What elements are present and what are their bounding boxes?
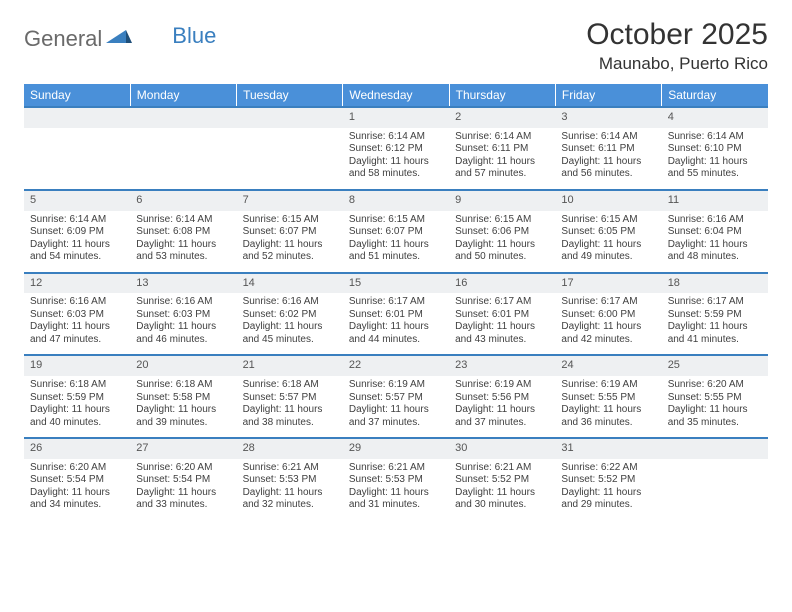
day-number-cell: 18 [662,273,768,294]
day-detail-cell: Sunrise: 6:16 AMSunset: 6:02 PMDaylight:… [237,293,343,355]
day-detail-cell: Sunrise: 6:15 AMSunset: 6:06 PMDaylight:… [449,211,555,273]
day-detail-cell: Sunrise: 6:15 AMSunset: 6:07 PMDaylight:… [237,211,343,273]
daynum-row: 262728293031 [24,438,768,459]
day-detail-cell: Sunrise: 6:14 AMSunset: 6:12 PMDaylight:… [343,128,449,190]
day-header: Sunday [24,84,130,107]
day-detail-cell [662,459,768,521]
day-number-cell: 24 [555,355,661,376]
daynum-row: 1234 [24,107,768,128]
day-detail-cell: Sunrise: 6:20 AMSunset: 5:55 PMDaylight:… [662,376,768,438]
day-header: Tuesday [237,84,343,107]
day-header: Monday [130,84,236,107]
day-number-cell: 30 [449,438,555,459]
day-number-cell: 8 [343,190,449,211]
day-detail-cell: Sunrise: 6:16 AMSunset: 6:04 PMDaylight:… [662,211,768,273]
day-number-cell: 22 [343,355,449,376]
day-number-cell: 5 [24,190,130,211]
day-number-cell: 28 [237,438,343,459]
day-detail-cell: Sunrise: 6:14 AMSunset: 6:11 PMDaylight:… [555,128,661,190]
detail-row: Sunrise: 6:20 AMSunset: 5:54 PMDaylight:… [24,459,768,521]
logo-text-2: Blue [172,23,216,49]
daynum-row: 567891011 [24,190,768,211]
logo-icon [106,26,132,52]
day-number-cell [24,107,130,128]
day-header: Saturday [662,84,768,107]
day-number-cell: 15 [343,273,449,294]
day-header: Thursday [449,84,555,107]
day-number-cell [237,107,343,128]
day-detail-cell: Sunrise: 6:15 AMSunset: 6:07 PMDaylight:… [343,211,449,273]
day-number-cell: 27 [130,438,236,459]
day-number-cell: 3 [555,107,661,128]
day-number-cell: 6 [130,190,236,211]
day-header-row: Sunday Monday Tuesday Wednesday Thursday… [24,84,768,107]
day-detail-cell [24,128,130,190]
day-detail-cell: Sunrise: 6:14 AMSunset: 6:08 PMDaylight:… [130,211,236,273]
location: Maunabo, Puerto Rico [586,54,768,74]
day-number-cell [130,107,236,128]
detail-row: Sunrise: 6:16 AMSunset: 6:03 PMDaylight:… [24,293,768,355]
daynum-row: 12131415161718 [24,273,768,294]
day-number-cell: 19 [24,355,130,376]
title-block: October 2025 Maunabo, Puerto Rico [586,18,768,74]
day-header: Wednesday [343,84,449,107]
day-detail-cell: Sunrise: 6:14 AMSunset: 6:11 PMDaylight:… [449,128,555,190]
day-number-cell: 26 [24,438,130,459]
day-detail-cell: Sunrise: 6:20 AMSunset: 5:54 PMDaylight:… [130,459,236,521]
daynum-row: 19202122232425 [24,355,768,376]
day-number-cell: 2 [449,107,555,128]
day-detail-cell: Sunrise: 6:19 AMSunset: 5:55 PMDaylight:… [555,376,661,438]
day-number-cell: 9 [449,190,555,211]
day-number-cell: 10 [555,190,661,211]
day-number-cell: 20 [130,355,236,376]
month-title: October 2025 [586,18,768,52]
day-detail-cell: Sunrise: 6:14 AMSunset: 6:10 PMDaylight:… [662,128,768,190]
day-detail-cell: Sunrise: 6:17 AMSunset: 6:01 PMDaylight:… [449,293,555,355]
day-detail-cell: Sunrise: 6:14 AMSunset: 6:09 PMDaylight:… [24,211,130,273]
day-number-cell: 11 [662,190,768,211]
day-number-cell: 13 [130,273,236,294]
logo-text-1: General [24,26,102,52]
day-detail-cell: Sunrise: 6:16 AMSunset: 6:03 PMDaylight:… [130,293,236,355]
day-number-cell: 1 [343,107,449,128]
header: General Blue October 2025 Maunabo, Puert… [24,18,768,74]
day-number-cell: 25 [662,355,768,376]
logo: General Blue [24,18,216,52]
day-number-cell: 12 [24,273,130,294]
day-header: Friday [555,84,661,107]
day-number-cell: 16 [449,273,555,294]
day-detail-cell: Sunrise: 6:18 AMSunset: 5:59 PMDaylight:… [24,376,130,438]
day-number-cell: 29 [343,438,449,459]
calendar-body: 1234Sunrise: 6:14 AMSunset: 6:12 PMDayli… [24,107,768,521]
day-detail-cell: Sunrise: 6:19 AMSunset: 5:57 PMDaylight:… [343,376,449,438]
day-detail-cell: Sunrise: 6:22 AMSunset: 5:52 PMDaylight:… [555,459,661,521]
day-detail-cell: Sunrise: 6:21 AMSunset: 5:52 PMDaylight:… [449,459,555,521]
day-number-cell: 4 [662,107,768,128]
day-number-cell: 21 [237,355,343,376]
day-number-cell: 14 [237,273,343,294]
day-detail-cell: Sunrise: 6:16 AMSunset: 6:03 PMDaylight:… [24,293,130,355]
day-detail-cell [130,128,236,190]
day-detail-cell: Sunrise: 6:21 AMSunset: 5:53 PMDaylight:… [343,459,449,521]
day-detail-cell: Sunrise: 6:19 AMSunset: 5:56 PMDaylight:… [449,376,555,438]
day-detail-cell: Sunrise: 6:21 AMSunset: 5:53 PMDaylight:… [237,459,343,521]
detail-row: Sunrise: 6:18 AMSunset: 5:59 PMDaylight:… [24,376,768,438]
day-detail-cell: Sunrise: 6:17 AMSunset: 5:59 PMDaylight:… [662,293,768,355]
day-number-cell: 7 [237,190,343,211]
day-detail-cell: Sunrise: 6:17 AMSunset: 6:00 PMDaylight:… [555,293,661,355]
day-number-cell: 23 [449,355,555,376]
day-detail-cell [237,128,343,190]
detail-row: Sunrise: 6:14 AMSunset: 6:12 PMDaylight:… [24,128,768,190]
day-number-cell: 17 [555,273,661,294]
calendar-table: Sunday Monday Tuesday Wednesday Thursday… [24,84,768,521]
day-detail-cell: Sunrise: 6:15 AMSunset: 6:05 PMDaylight:… [555,211,661,273]
day-number-cell: 31 [555,438,661,459]
day-detail-cell: Sunrise: 6:17 AMSunset: 6:01 PMDaylight:… [343,293,449,355]
detail-row: Sunrise: 6:14 AMSunset: 6:09 PMDaylight:… [24,211,768,273]
day-detail-cell: Sunrise: 6:18 AMSunset: 5:58 PMDaylight:… [130,376,236,438]
day-detail-cell: Sunrise: 6:18 AMSunset: 5:57 PMDaylight:… [237,376,343,438]
day-detail-cell: Sunrise: 6:20 AMSunset: 5:54 PMDaylight:… [24,459,130,521]
day-number-cell [662,438,768,459]
